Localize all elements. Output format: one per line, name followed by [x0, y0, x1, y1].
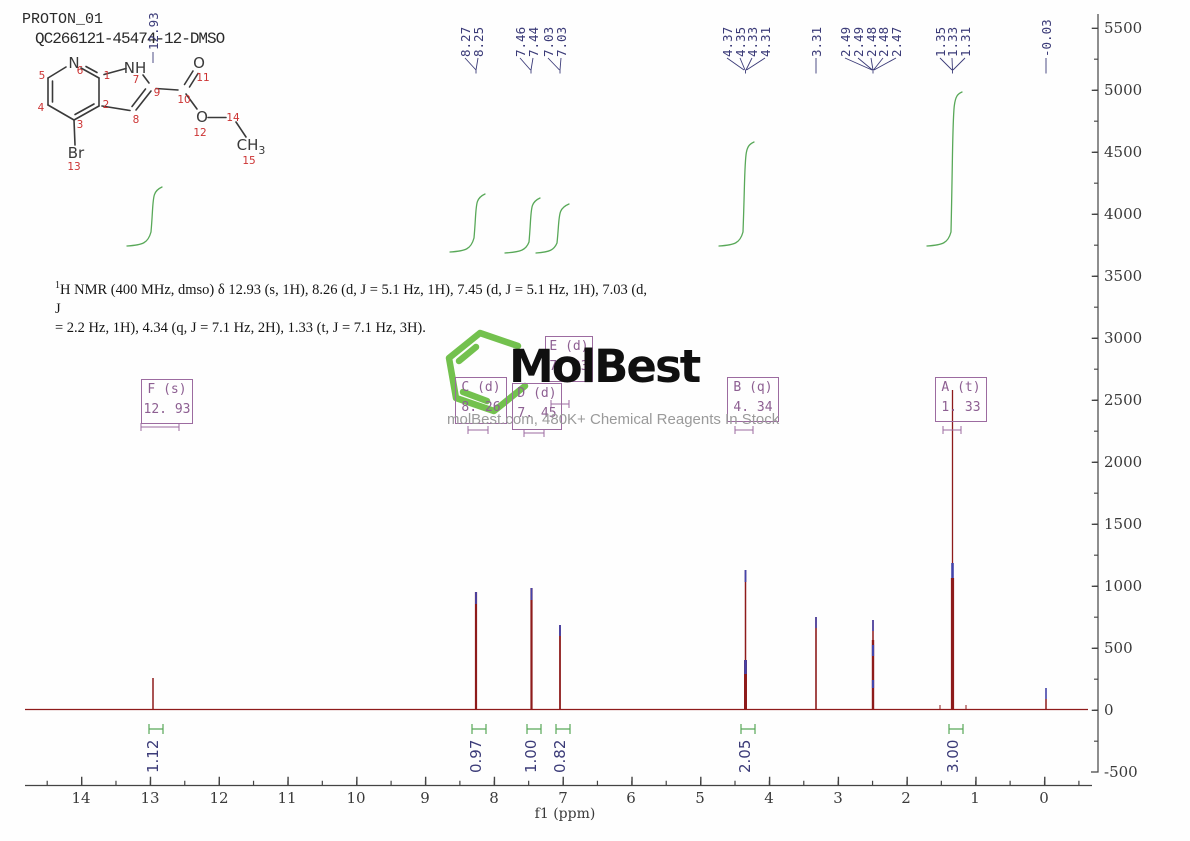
y-tick-label: 1000: [1104, 577, 1143, 595]
sample-id: QC266121-45474-12-DMSO: [35, 30, 225, 48]
atom-o-carbonyl: O: [193, 54, 205, 72]
assignment-label: C (d): [461, 380, 501, 395]
atom-numbers: 1 2 3 4 5 6 7 8 9 10 11 12 13 14 15: [38, 65, 256, 173]
y-tick-label: 500: [1104, 639, 1133, 657]
svg-text:14: 14: [226, 112, 240, 124]
y-tick-label: 2000: [1104, 453, 1143, 471]
assignment-box-d: D (d) 7. 45: [512, 383, 562, 430]
svg-text:7: 7: [133, 74, 140, 86]
x-tick-label: 0: [1039, 789, 1049, 807]
x-tick-label: 5: [695, 789, 705, 807]
atom-labels: N NH O O Br CH3: [68, 54, 266, 162]
atom-br: Br: [68, 144, 85, 162]
assignment-box-e: E (d) 7. 03: [545, 336, 593, 382]
spectrum-trace: [25, 390, 1088, 711]
peak-pick-marks: [475, 563, 1047, 699]
atom-n: N: [68, 54, 79, 72]
y-tick-label: 1500: [1104, 515, 1143, 533]
integral-curves: [126, 91, 963, 254]
assignment-label: F (s): [147, 382, 187, 397]
svg-text:5: 5: [39, 70, 46, 82]
x-tick-label: 6: [626, 789, 636, 807]
assignment-box-a: A (t) 1. 33: [935, 377, 987, 422]
y-tick-label: 5000: [1104, 81, 1143, 99]
peak-label-connectors: [152, 52, 1047, 74]
atom-nh: NH: [124, 59, 147, 77]
assignment-shift: 7. 45: [517, 406, 557, 421]
assignment-shift: 8. 26: [461, 400, 501, 415]
x-tick-label: 7: [558, 789, 568, 807]
svg-text:13: 13: [67, 161, 80, 173]
assignment-shift: 4. 34: [733, 400, 773, 415]
y-tick-label: 2500: [1104, 391, 1143, 409]
x-tick-label: 11: [277, 789, 297, 807]
assignment-box-b: B (q) 4. 34: [727, 377, 779, 422]
svg-text:2: 2: [103, 99, 110, 111]
x-tick-label: 13: [140, 789, 160, 807]
y-tick-label: 5500: [1104, 19, 1143, 37]
y-tick-label: 0: [1104, 701, 1114, 719]
nmr-text-line2: = 2.2 Hz, 1H), 4.34 (q, J = 7.1 Hz, 2H),…: [55, 319, 426, 336]
y-tick-label: 4000: [1104, 205, 1143, 223]
x-tick-label: 14: [71, 789, 91, 807]
molbest-logo-text: MolBest: [509, 340, 701, 393]
svg-text:12: 12: [193, 127, 206, 139]
svg-text:1: 1: [104, 70, 111, 82]
multiplet-brackets: [140, 400, 962, 437]
atom-o-ester: O: [196, 108, 208, 126]
y-tick-label: 4500: [1104, 143, 1143, 161]
svg-text:4: 4: [38, 102, 45, 114]
assignment-label: B (q): [733, 380, 773, 395]
experiment-title: PROTON_01: [22, 11, 104, 28]
peak-label: 12.93: [146, 12, 161, 50]
assignment-shift: 12. 93: [143, 402, 191, 417]
molbest-tagline: molBest.com, 480K+ Chemical Reagents In …: [447, 411, 780, 428]
assignment-shift: 7. 03: [549, 359, 589, 374]
svg-text:15: 15: [242, 155, 255, 167]
y-tick-label: 3000: [1104, 329, 1143, 347]
y-tick-label: -500: [1104, 763, 1138, 781]
x-tick-label: 9: [420, 789, 430, 807]
nmr-text-line1: H NMR (400 MHz, dmso) δ 12.93 (s, 1H), 8…: [55, 281, 648, 317]
x-tick-label: 2: [901, 789, 911, 807]
molbest-logo-hexagon: [445, 329, 529, 415]
x-tick-label: 1: [970, 789, 980, 807]
x-tick-label: 8: [489, 789, 499, 807]
x-tick-label: 12: [209, 789, 229, 807]
svg-text:3: 3: [77, 119, 84, 131]
assignment-label: A (t): [941, 380, 981, 395]
nmr-text-superscript: 1: [55, 280, 60, 291]
molecule-structure: [47, 65, 247, 146]
x-tick-label: 4: [764, 789, 774, 807]
x-tick-label: 3: [833, 789, 843, 807]
assignment-box-f: F (s) 12. 93: [141, 379, 193, 424]
atom-ch3: CH3: [237, 136, 266, 157]
assignment-label: E (d): [549, 339, 589, 354]
integral-brackets: [148, 724, 964, 734]
y-tick-label: 3500: [1104, 267, 1143, 285]
svg-text:6: 6: [77, 65, 84, 77]
assignment-label: D (d): [517, 386, 557, 401]
nmr-assignment-text: 1H NMR (400 MHz, dmso) δ 12.93 (s, 1H), …: [55, 276, 655, 338]
x-tick-label: 10: [346, 789, 366, 807]
svg-text:11: 11: [196, 72, 209, 84]
axes: [25, 14, 1099, 787]
svg-text:9: 9: [154, 87, 161, 99]
assignment-shift: 1. 33: [941, 400, 981, 415]
x-axis-title: f1 (ppm): [534, 806, 596, 822]
assignment-box-c: C (d) 8. 26: [455, 377, 507, 424]
svg-text:10: 10: [177, 94, 190, 106]
svg-text:8: 8: [133, 114, 140, 126]
